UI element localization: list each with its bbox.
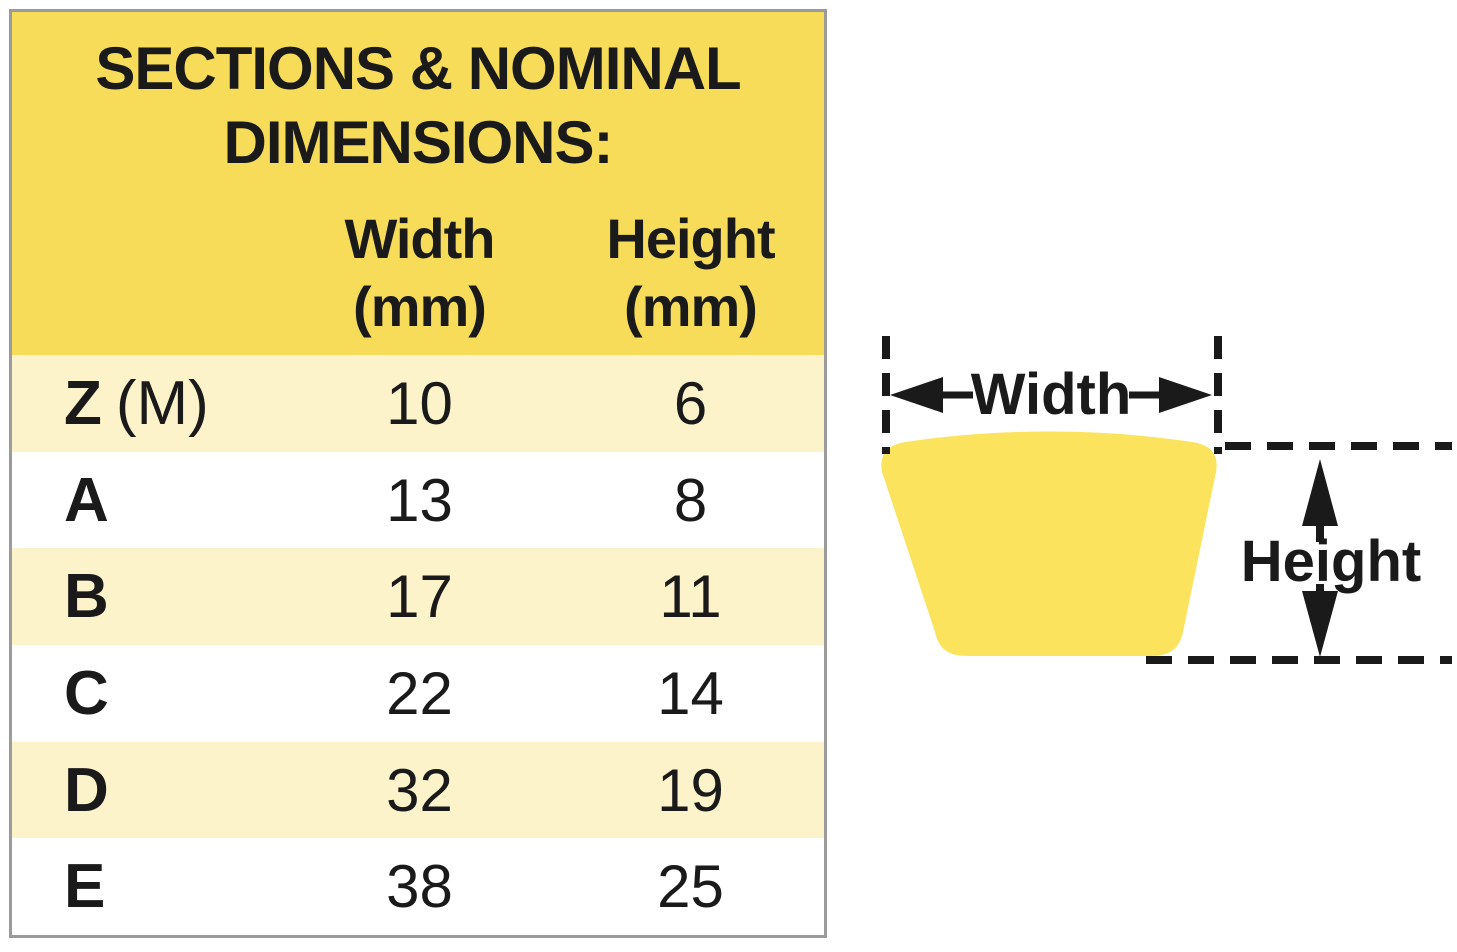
width-value: 10 (386, 369, 453, 437)
width-value: 22 (386, 659, 453, 727)
height-label: Height (1241, 529, 1421, 594)
sections-dimensions-table: SECTIONS & NOMINAL DIMENSIONS: Width (mm… (9, 9, 827, 938)
width-value: 17 (386, 563, 453, 631)
section-label: D (64, 755, 109, 825)
table-header: SECTIONS & NOMINAL DIMENSIONS: Width (mm… (12, 12, 824, 355)
v-belt-cross-section-diagram: Width Height (881, 336, 1452, 664)
v-belt-shape (881, 431, 1217, 656)
height-value: 6 (673, 369, 708, 437)
section-label: A (64, 465, 109, 535)
width-arrow (890, 377, 1212, 413)
height-value: 8 (673, 466, 708, 534)
table-row: B 17 11 (12, 548, 824, 646)
section-note: (M) (115, 368, 209, 438)
section-label: E (64, 852, 106, 922)
table-row: D 32 19 (12, 741, 824, 839)
table-row: C 22 14 (12, 645, 824, 742)
arrowhead-right-icon (1159, 377, 1212, 413)
table-row: Z (M) 10 6 (12, 355, 824, 452)
width-label: Width (971, 362, 1132, 427)
table-body: Z (M) 10 6 A 13 8 B 17 11 C 22 14 D 32 (12, 355, 824, 936)
section-label: Z (M) (64, 368, 209, 438)
arrowhead-left-icon (890, 377, 943, 413)
column-headers: Width (mm) Height (mm) (12, 180, 824, 355)
column-header-height: Height (mm) (606, 207, 775, 338)
section-label: C (64, 658, 109, 728)
arrowhead-down-icon (1302, 591, 1338, 657)
table-title-line1: SECTIONS & NOMINAL (95, 35, 741, 102)
table-row: A 13 8 (12, 451, 824, 549)
width-value: 13 (386, 466, 453, 534)
height-value: 25 (657, 853, 724, 921)
arrowhead-up-icon (1302, 459, 1338, 526)
table-title: SECTIONS & NOMINAL DIMENSIONS: (12, 12, 824, 180)
height-value: 11 (659, 563, 722, 631)
height-value: 14 (657, 659, 724, 727)
width-value: 38 (386, 853, 453, 921)
section-label: B (64, 562, 109, 632)
width-value: 32 (386, 756, 453, 824)
column-header-width: Width (mm) (344, 207, 496, 338)
table-row: E 38 25 (12, 838, 824, 936)
height-arrow (1302, 459, 1338, 657)
table-title-line2: DIMENSIONS: (223, 109, 613, 176)
height-value: 19 (657, 756, 724, 824)
